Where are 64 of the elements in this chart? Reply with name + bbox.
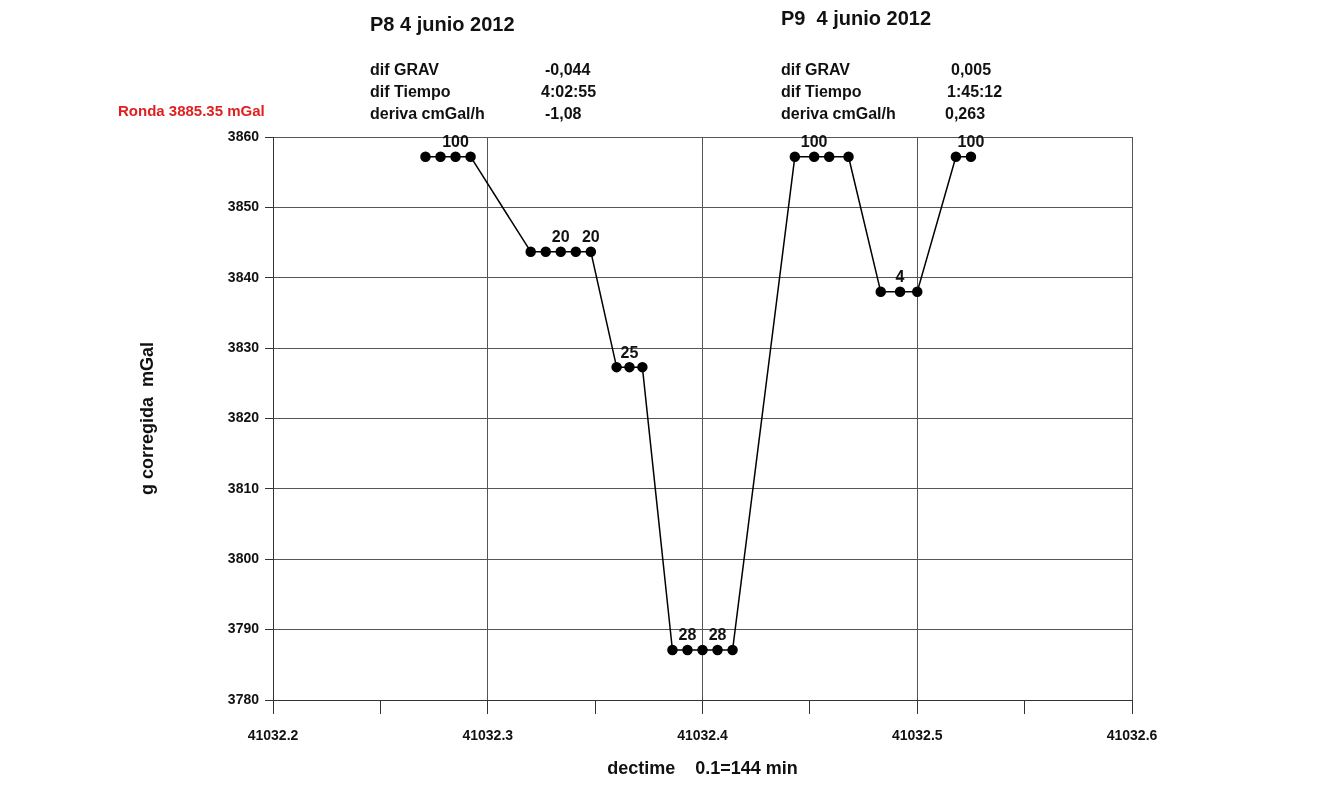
y-tick-label: 3850 xyxy=(227,198,260,215)
x-tick-label: 41032.4 xyxy=(677,727,729,744)
text: P8 4 junio 2012 xyxy=(370,13,515,35)
text: -1,08 xyxy=(545,105,582,122)
point xyxy=(465,151,476,162)
y-tick-label: 3860 xyxy=(227,127,260,144)
y-axis-title: g corregida mGal xyxy=(136,341,157,496)
text: Ronda 3885.35 mGal xyxy=(118,102,265,119)
point xyxy=(435,151,446,162)
point xyxy=(950,151,962,162)
text: deriva cmGal/h xyxy=(781,105,896,122)
annotation: 100 xyxy=(800,133,828,151)
point xyxy=(697,644,708,656)
x-axis-title: dectime 0.1=144 min xyxy=(607,758,798,779)
x-tick-label: 41032.5 xyxy=(891,727,943,744)
point xyxy=(540,246,551,257)
point xyxy=(450,151,461,162)
point xyxy=(420,151,431,162)
text: 1:45:12 xyxy=(947,83,1003,100)
y-tick-label: 3780 xyxy=(227,690,260,707)
text: deriva cmGal/h xyxy=(370,105,485,122)
point xyxy=(727,644,738,656)
point xyxy=(585,246,597,257)
annotation: 28 xyxy=(708,626,727,644)
text: 4:02:55 xyxy=(541,83,597,100)
point xyxy=(624,361,635,373)
point xyxy=(808,151,820,162)
annotation: 100 xyxy=(957,133,985,151)
y-tick-label: 3810 xyxy=(227,479,260,496)
text: 0,263 xyxy=(945,105,986,122)
point xyxy=(570,246,582,257)
point xyxy=(682,644,693,656)
annotation: 28 xyxy=(678,626,697,644)
point xyxy=(894,286,906,298)
text: dif Tiempo xyxy=(781,83,862,100)
y-tick-label: 3830 xyxy=(227,338,260,355)
x-tick-label: 41032.3 xyxy=(462,727,514,744)
point xyxy=(843,151,854,162)
point xyxy=(712,644,723,656)
point xyxy=(912,286,923,298)
point xyxy=(667,644,678,656)
y-tick-label: 3790 xyxy=(227,620,260,637)
text: P9 4 junio 2012 xyxy=(781,7,932,29)
point xyxy=(789,151,801,162)
x-tick-label: 41032.6 xyxy=(1106,727,1158,744)
annotation: 100 xyxy=(442,133,469,151)
text: 0,005 xyxy=(951,61,992,78)
annotation: 20 xyxy=(551,228,570,246)
point xyxy=(965,151,977,162)
point xyxy=(525,246,536,257)
point xyxy=(823,151,835,162)
y-tick-label: 3820 xyxy=(227,409,260,426)
text: dif GRAV xyxy=(781,61,851,78)
text: dif GRAV xyxy=(370,61,440,78)
point xyxy=(555,246,567,257)
annotation: 20 xyxy=(581,228,600,246)
x-tick-label: 41032.2 xyxy=(247,727,299,744)
point xyxy=(637,361,648,373)
point xyxy=(611,361,622,373)
y-tick-label: 3800 xyxy=(227,550,260,567)
text: -0,044 xyxy=(545,61,591,78)
point xyxy=(875,286,886,298)
text: dif Tiempo xyxy=(370,83,451,100)
y-tick-label: 3840 xyxy=(227,268,260,285)
